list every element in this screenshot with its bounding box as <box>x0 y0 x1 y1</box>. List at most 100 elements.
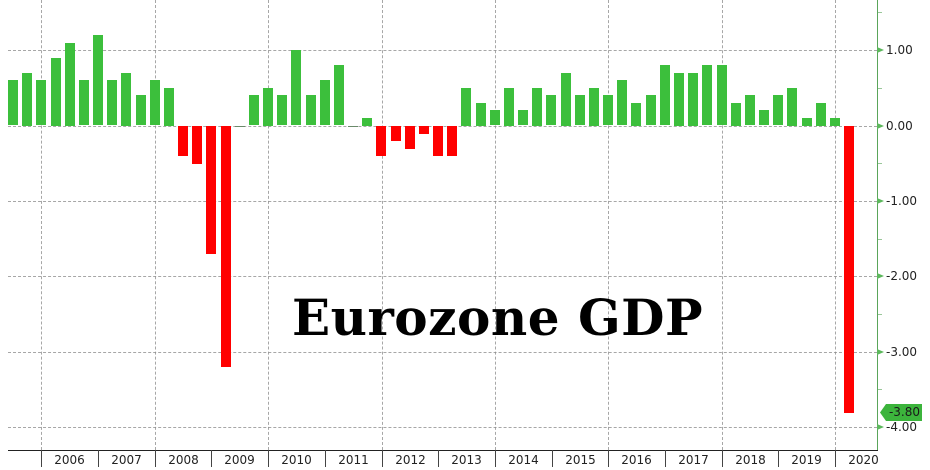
gdp-bar <box>93 35 103 125</box>
x-tick-label: 2006 <box>54 453 85 467</box>
gdp-bar <box>674 73 684 126</box>
gdp-bar <box>405 126 415 149</box>
y-tick-arrow-icon <box>877 349 884 355</box>
year-divider <box>98 450 99 467</box>
year-divider <box>382 450 383 467</box>
y-tick-arrow-icon <box>877 47 884 53</box>
gdp-bar <box>150 80 160 125</box>
gdp-bar <box>320 80 330 125</box>
gdp-bar <box>121 73 131 126</box>
year-divider <box>438 450 439 467</box>
horizontal-gridline <box>8 276 877 277</box>
y-minor-tick <box>878 12 882 13</box>
year-divider <box>722 450 723 467</box>
gdp-bar <box>8 80 18 125</box>
gdp-bar <box>291 50 301 125</box>
x-axis-line <box>8 450 878 451</box>
gdp-bar <box>461 88 471 126</box>
y-tick-arrow-icon <box>877 123 884 129</box>
year-divider <box>552 450 553 467</box>
x-tick-label: 2012 <box>395 453 426 467</box>
gdp-bar <box>306 95 316 125</box>
y-minor-tick <box>878 239 882 240</box>
year-divider <box>268 450 269 467</box>
gdp-bar <box>206 126 216 254</box>
gdp-bar <box>22 73 32 126</box>
gdp-bar <box>617 80 627 125</box>
horizontal-gridline <box>8 50 877 51</box>
gdp-bar <box>36 80 46 125</box>
gdp-bar <box>79 80 89 125</box>
y-minor-tick <box>878 163 882 164</box>
y-tick-label: 1.00 <box>886 43 913 57</box>
y-tick-label: -4.00 <box>886 420 918 434</box>
gdp-bar <box>277 95 287 125</box>
vertical-gridline <box>382 0 383 450</box>
y-tick-arrow-icon <box>877 273 884 279</box>
gdp-bar <box>546 95 556 125</box>
year-divider <box>325 450 326 467</box>
gdp-bar <box>504 88 514 126</box>
vertical-gridline <box>268 0 269 450</box>
gdp-bar <box>447 126 457 156</box>
gdp-bar <box>589 88 599 126</box>
gdp-bar <box>773 95 783 125</box>
x-tick-label: 2010 <box>281 453 312 467</box>
gdp-bar <box>660 65 670 125</box>
y-tick-label: -2.00 <box>886 269 918 283</box>
gdp-bar <box>192 126 202 164</box>
gdp-bar <box>646 95 656 125</box>
horizontal-gridline <box>8 427 877 428</box>
gdp-bar <box>745 95 755 125</box>
year-divider <box>495 450 496 467</box>
year-divider <box>778 450 779 467</box>
vertical-gridline <box>41 0 42 450</box>
y-tick-arrow-icon <box>877 424 884 430</box>
gdp-bar <box>221 126 231 367</box>
x-tick-label: 2016 <box>621 453 652 467</box>
x-tick-label: 2019 <box>791 453 822 467</box>
gdp-bar <box>348 126 358 127</box>
vertical-gridline <box>835 0 836 450</box>
x-tick-label: 2018 <box>735 453 766 467</box>
horizontal-gridline <box>8 352 877 353</box>
gdp-bar <box>334 65 344 125</box>
gdp-bar <box>362 118 372 126</box>
gdp-bar <box>391 126 401 141</box>
y-tick-label: -3.00 <box>886 345 918 359</box>
gdp-bar <box>603 95 613 125</box>
x-tick-label: 2013 <box>451 453 482 467</box>
gdp-bar <box>844 126 854 413</box>
gdp-bar <box>688 73 698 126</box>
gdp-bar <box>532 88 542 126</box>
gdp-bar <box>561 73 571 126</box>
gdp-bar <box>490 110 500 125</box>
gdp-bar <box>235 126 245 127</box>
year-divider <box>211 450 212 467</box>
last-value-badge: -3.80 <box>880 404 922 421</box>
x-tick-label: 2009 <box>224 453 255 467</box>
gdp-bar <box>702 65 712 125</box>
gdp-bar <box>575 95 585 125</box>
gdp-bar <box>51 58 61 126</box>
gdp-bar <box>631 103 641 126</box>
gdp-bar <box>376 126 386 156</box>
x-tick-label: 2017 <box>678 453 709 467</box>
gdp-bar <box>717 65 727 125</box>
x-tick-label: 2011 <box>338 453 369 467</box>
x-tick-label: 2015 <box>565 453 596 467</box>
y-tick-arrow-icon <box>877 198 884 204</box>
gdp-bar <box>787 88 797 126</box>
year-divider <box>835 450 836 467</box>
gdp-bar <box>178 126 188 156</box>
gdp-bar <box>802 118 812 126</box>
gdp-bar <box>263 88 273 126</box>
y-minor-tick <box>878 314 882 315</box>
y-minor-tick <box>878 88 882 89</box>
y-tick-label: 0.00 <box>886 119 913 133</box>
gdp-bar <box>830 118 840 126</box>
vertical-gridline <box>495 0 496 450</box>
gdp-bar <box>136 95 146 125</box>
x-tick-label: 2020 <box>848 453 879 467</box>
